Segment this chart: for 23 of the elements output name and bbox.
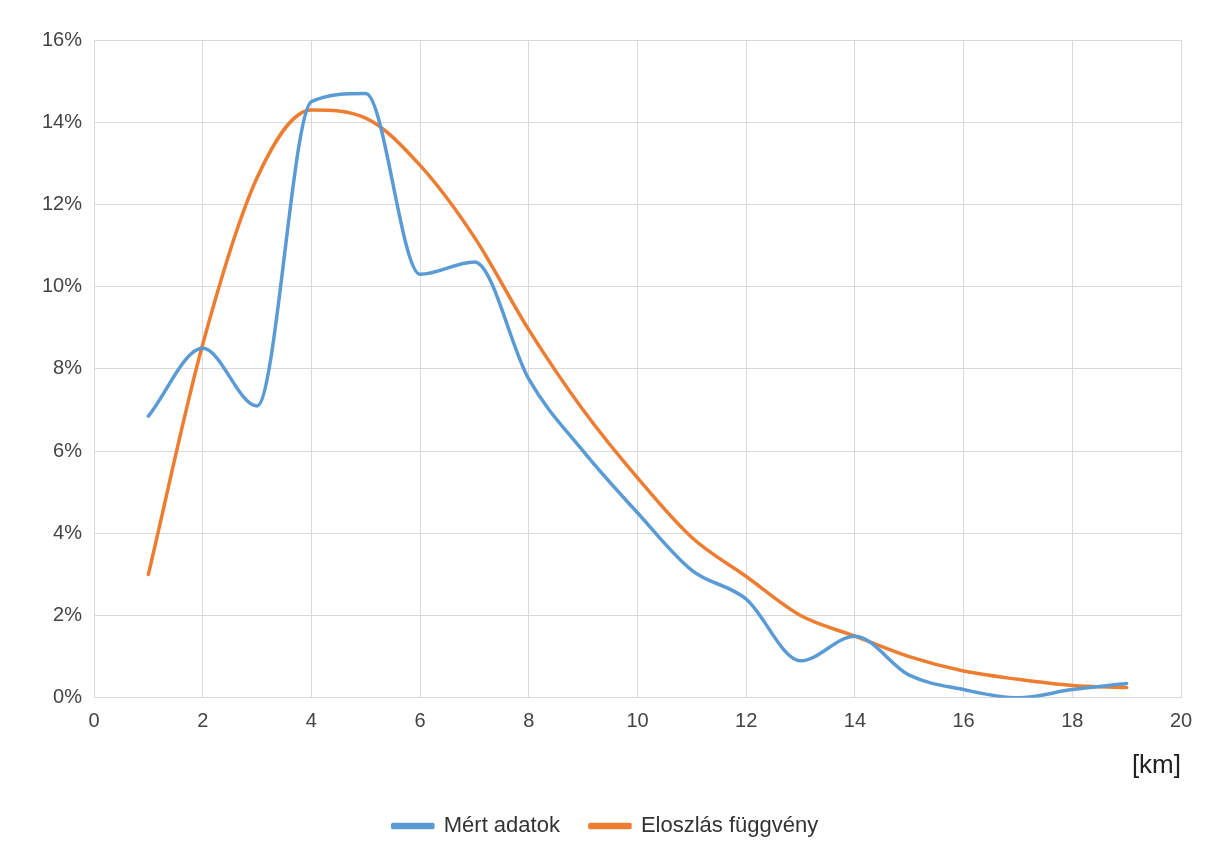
y-tick-label: 0%	[53, 685, 83, 708]
x-tick-label: 20	[1169, 709, 1193, 732]
y-tick-label: 10%	[42, 274, 83, 297]
x-axis-title: [km]	[1131, 748, 1181, 779]
x-tick-label: 10	[626, 709, 649, 732]
y-tick-label: 2%	[53, 603, 83, 626]
x-tick-label: 4	[305, 709, 317, 732]
y-tick-label: 4%	[53, 520, 83, 543]
x-tick-label: 8	[523, 709, 535, 732]
x-tick-label: 6	[414, 709, 426, 732]
y-tick-label: 16%	[42, 27, 83, 50]
x-tick-label: 0	[88, 709, 100, 732]
legend-label: Mért adatok	[443, 812, 561, 838]
x-tick-label: 16	[952, 709, 975, 732]
legend-label: Eloszlás függvény	[640, 812, 819, 838]
y-tick-label: 12%	[42, 191, 83, 214]
x-tick-label: 2	[197, 709, 209, 732]
y-tick-label: 14%	[42, 109, 83, 132]
x-tick-label: 12	[735, 709, 758, 732]
y-tick-label: 8%	[53, 356, 83, 379]
x-tick-label: 14	[843, 709, 867, 732]
y-tick-label: 6%	[53, 438, 83, 461]
x-tick-label: 18	[1061, 709, 1084, 732]
